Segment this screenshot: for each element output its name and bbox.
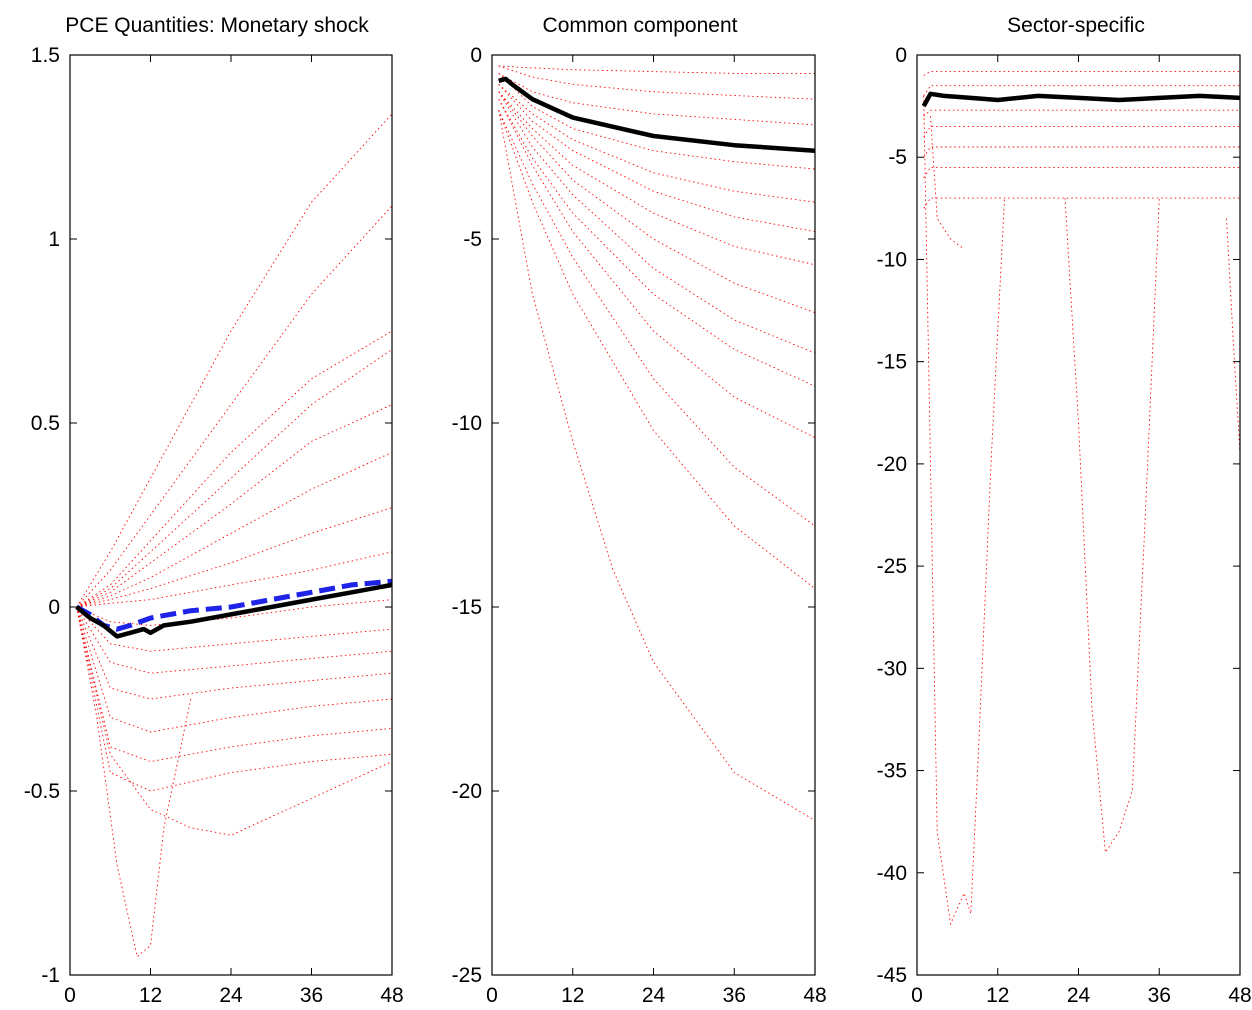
sector-response-line (923, 197, 1240, 209)
sector-response-line (923, 70, 1240, 76)
sector-response-line (923, 126, 1240, 138)
y-tick-label: -25 (452, 964, 482, 987)
series-group (498, 65, 815, 821)
y-tick-label: 1.5 (31, 44, 60, 67)
y-tick-label: 0 (48, 596, 60, 619)
sector-response-line (1064, 198, 1160, 854)
y-tick-label: -0.5 (24, 780, 60, 803)
median-response-line (498, 76, 815, 153)
chart-title: Common component (543, 14, 738, 37)
x-tick-label: 24 (642, 984, 666, 1007)
y-tick-label: 1 (48, 228, 60, 251)
sector-response-line (498, 84, 815, 233)
sector-response-line (1226, 218, 1240, 454)
y-tick-label: 0 (470, 44, 482, 67)
sector-response-line (76, 606, 392, 700)
sector-response-line (76, 404, 392, 608)
sector-response-line (76, 606, 392, 733)
y-tick-label: -35 (877, 760, 907, 783)
y-tick-label: -20 (452, 780, 482, 803)
sector-response-line (498, 91, 815, 314)
sector-response-line (498, 91, 815, 266)
sector-response-line (498, 110, 815, 589)
x-tick-label: 0 (911, 984, 923, 1007)
sector-response-line (76, 606, 392, 674)
sector-response-line (498, 73, 815, 126)
sector-response-line (923, 109, 1240, 117)
x-tick-label: 36 (1148, 984, 1171, 1007)
x-tick-label: 48 (803, 984, 826, 1007)
sector-response-line (76, 606, 392, 836)
sector-response-line (498, 98, 815, 439)
y-tick-label: 0.5 (31, 412, 60, 435)
sector-response-line (498, 110, 815, 821)
sector-response-line (498, 91, 815, 354)
x-tick-label: 36 (300, 984, 323, 1007)
y-tick-label: -40 (877, 862, 907, 885)
plot-frame (69, 54, 393, 976)
x-tick-label: 12 (139, 984, 162, 1007)
y-tick-label: -25 (877, 555, 907, 578)
sector-response-line (76, 113, 392, 608)
sector-response-line (923, 95, 1005, 926)
sector-response-line (76, 606, 392, 652)
panel-sector-specific: Sector-specific 0 12 24 36 48 -45 -40 -35 -30 -25… (877, 14, 1252, 1007)
sector-response-line (76, 606, 392, 792)
y-tick-label: -5 (888, 146, 907, 169)
sector-response-line (498, 73, 815, 170)
sector-response-line (923, 166, 1240, 178)
y-tick-label: -5 (463, 228, 482, 251)
sector-response-line (498, 65, 815, 100)
median-response-line (75, 582, 392, 639)
chart-title: PCE Quantities: Monetary shock (65, 14, 369, 37)
plot-frame (491, 54, 816, 976)
y-tick-label: 0 (895, 44, 907, 67)
x-tick-label: 0 (64, 984, 76, 1007)
sector-response-line (498, 84, 815, 203)
x-tick-label: 36 (723, 984, 746, 1007)
median-response-line (921, 91, 1240, 108)
sector-response-line (923, 146, 1240, 158)
x-tick-label: 48 (380, 984, 403, 1007)
y-tick-label: -15 (452, 596, 482, 619)
sector-response-line (930, 116, 965, 250)
x-tick-label: 24 (219, 984, 243, 1007)
y-tick-label: -30 (877, 657, 907, 680)
x-tick-label: 12 (561, 984, 584, 1007)
x-tick-label: 24 (1067, 984, 1091, 1007)
y-tick-label: -15 (877, 351, 907, 374)
sector-response-line (76, 205, 392, 608)
y-tick-label: -10 (452, 412, 482, 435)
panel-common-component: Common component 0 12 24 36 48 -25 -20 -15 -10 -5… (452, 14, 827, 1007)
sector-response-line (498, 65, 815, 74)
sector-response-line (498, 98, 815, 387)
series-group (921, 70, 1240, 926)
y-tick-label: -10 (877, 248, 907, 271)
chart-title: Sector-specific (1007, 14, 1145, 37)
sector-response-line (76, 606, 392, 763)
panel-monetary-shock: PCE Quantities: Monetary shock 0 12 24 36 48… (24, 14, 404, 1007)
plot-frame (916, 54, 1241, 976)
y-tick-label: -20 (877, 453, 907, 476)
sector-response-line (76, 606, 192, 958)
sector-response-line (76, 349, 392, 608)
sector-response-line (76, 330, 392, 608)
sector-response-line (498, 110, 815, 527)
y-tick-label: -1 (41, 964, 60, 987)
sector-response-line (76, 507, 392, 608)
x-tick-label: 48 (1228, 984, 1251, 1007)
x-tick-label: 0 (486, 984, 498, 1007)
sector-response-line (76, 551, 392, 608)
aggregate-response-line (75, 578, 392, 632)
y-tick-label: -45 (877, 964, 907, 987)
x-tick-label: 12 (986, 984, 1009, 1007)
series-group (75, 113, 392, 958)
